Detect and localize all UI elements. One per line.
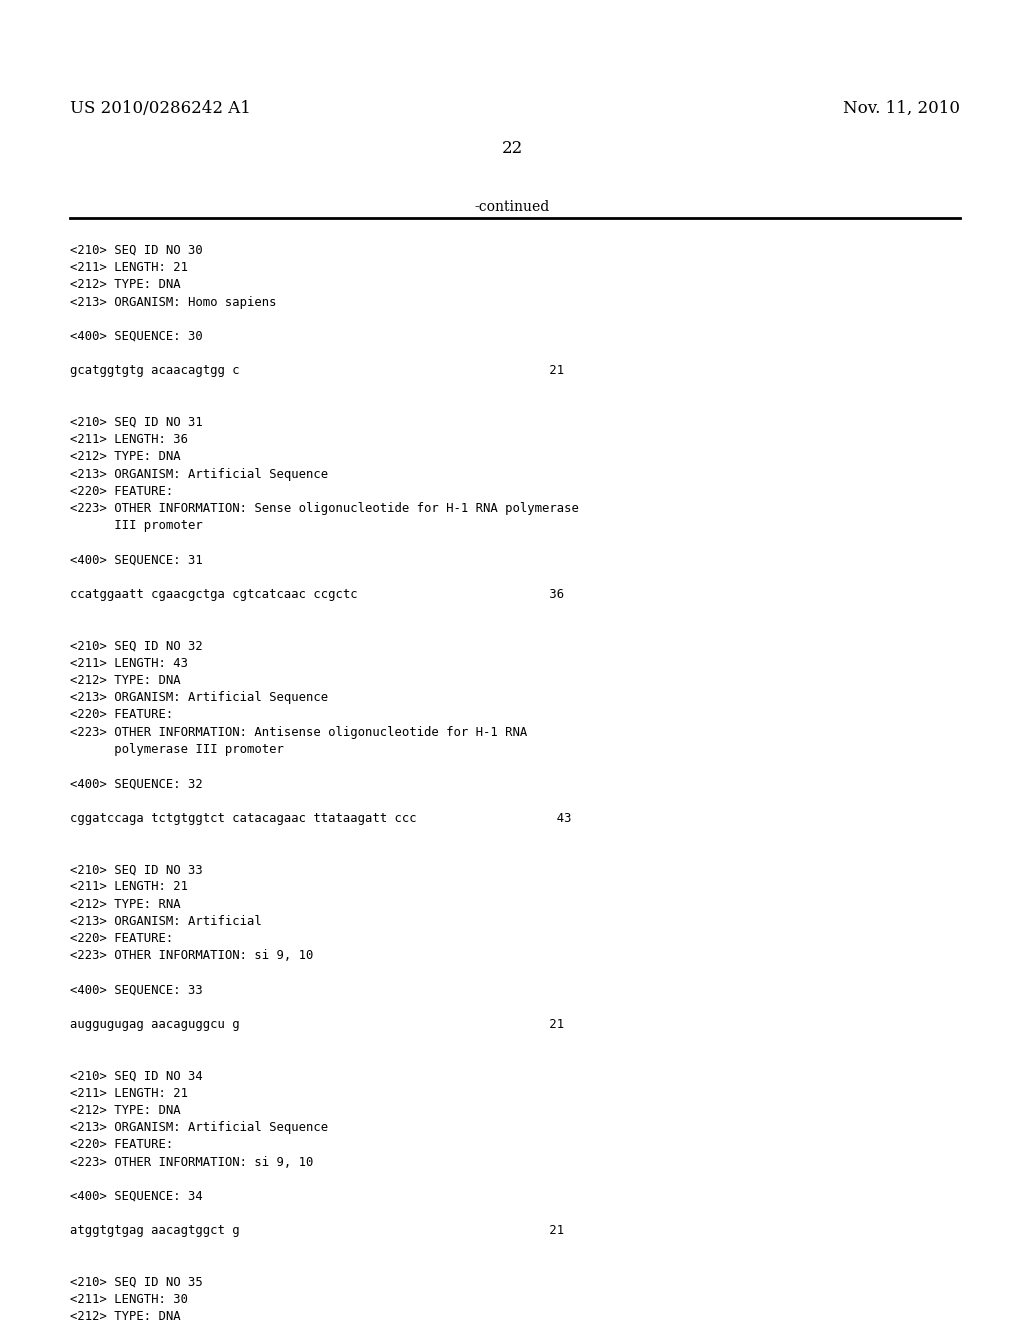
Text: gcatggtgtg acaacagtgg c                                          21: gcatggtgtg acaacagtgg c 21 (70, 364, 564, 378)
Text: <211> LENGTH: 21: <211> LENGTH: 21 (70, 880, 188, 894)
Text: <211> LENGTH: 30: <211> LENGTH: 30 (70, 1294, 188, 1307)
Text: <210> SEQ ID NO 30: <210> SEQ ID NO 30 (70, 244, 203, 257)
Text: <210> SEQ ID NO 32: <210> SEQ ID NO 32 (70, 640, 203, 652)
Text: <220> FEATURE:: <220> FEATURE: (70, 484, 173, 498)
Text: <400> SEQUENCE: 31: <400> SEQUENCE: 31 (70, 553, 203, 566)
Text: <213> ORGANISM: Artificial Sequence: <213> ORGANISM: Artificial Sequence (70, 467, 328, 480)
Text: <211> LENGTH: 21: <211> LENGTH: 21 (70, 261, 188, 275)
Text: <213> ORGANISM: Homo sapiens: <213> ORGANISM: Homo sapiens (70, 296, 276, 309)
Text: auggugugag aacaguggcu g                                          21: auggugugag aacaguggcu g 21 (70, 1018, 564, 1031)
Text: <210> SEQ ID NO 31: <210> SEQ ID NO 31 (70, 416, 203, 429)
Text: <212> TYPE: DNA: <212> TYPE: DNA (70, 1104, 180, 1117)
Text: ccatggaatt cgaacgctga cgtcatcaac ccgctc                          36: ccatggaatt cgaacgctga cgtcatcaac ccgctc … (70, 587, 564, 601)
Text: <213> ORGANISM: Artificial Sequence: <213> ORGANISM: Artificial Sequence (70, 692, 328, 704)
Text: <210> SEQ ID NO 34: <210> SEQ ID NO 34 (70, 1069, 203, 1082)
Text: Nov. 11, 2010: Nov. 11, 2010 (843, 100, 961, 117)
Text: <211> LENGTH: 43: <211> LENGTH: 43 (70, 657, 188, 669)
Text: <210> SEQ ID NO 33: <210> SEQ ID NO 33 (70, 863, 203, 876)
Text: -continued: -continued (474, 201, 550, 214)
Text: <223> OTHER INFORMATION: Sense oligonucleotide for H-1 RNA polymerase: <223> OTHER INFORMATION: Sense oligonucl… (70, 502, 579, 515)
Text: <212> TYPE: RNA: <212> TYPE: RNA (70, 898, 180, 911)
Text: <223> OTHER INFORMATION: Antisense oligonucleotide for H-1 RNA: <223> OTHER INFORMATION: Antisense oligo… (70, 726, 527, 739)
Text: <212> TYPE: DNA: <212> TYPE: DNA (70, 1311, 180, 1320)
Text: 22: 22 (502, 140, 522, 157)
Text: <210> SEQ ID NO 35: <210> SEQ ID NO 35 (70, 1276, 203, 1290)
Text: <400> SEQUENCE: 34: <400> SEQUENCE: 34 (70, 1191, 203, 1203)
Text: <213> ORGANISM: Artificial Sequence: <213> ORGANISM: Artificial Sequence (70, 1121, 328, 1134)
Text: <212> TYPE: DNA: <212> TYPE: DNA (70, 675, 180, 686)
Text: <212> TYPE: DNA: <212> TYPE: DNA (70, 450, 180, 463)
Text: cggatccaga tctgtggtct catacagaac ttataagatt ccc                   43: cggatccaga tctgtggtct catacagaac ttataag… (70, 812, 571, 825)
Text: III promoter: III promoter (70, 519, 203, 532)
Text: <220> FEATURE:: <220> FEATURE: (70, 932, 173, 945)
Text: <223> OTHER INFORMATION: si 9, 10: <223> OTHER INFORMATION: si 9, 10 (70, 949, 313, 962)
Text: <220> FEATURE:: <220> FEATURE: (70, 1138, 173, 1151)
Text: <400> SEQUENCE: 32: <400> SEQUENCE: 32 (70, 777, 203, 791)
Text: atggtgtgag aacagtggct g                                          21: atggtgtgag aacagtggct g 21 (70, 1225, 564, 1237)
Text: <400> SEQUENCE: 33: <400> SEQUENCE: 33 (70, 983, 203, 997)
Text: polymerase III promoter: polymerase III promoter (70, 743, 284, 756)
Text: <400> SEQUENCE: 30: <400> SEQUENCE: 30 (70, 330, 203, 343)
Text: <211> LENGTH: 36: <211> LENGTH: 36 (70, 433, 188, 446)
Text: <220> FEATURE:: <220> FEATURE: (70, 709, 173, 722)
Text: <213> ORGANISM: Artificial: <213> ORGANISM: Artificial (70, 915, 262, 928)
Text: <212> TYPE: DNA: <212> TYPE: DNA (70, 279, 180, 292)
Text: US 2010/0286242 A1: US 2010/0286242 A1 (70, 100, 251, 117)
Text: <211> LENGTH: 21: <211> LENGTH: 21 (70, 1086, 188, 1100)
Text: <223> OTHER INFORMATION: si 9, 10: <223> OTHER INFORMATION: si 9, 10 (70, 1155, 313, 1168)
